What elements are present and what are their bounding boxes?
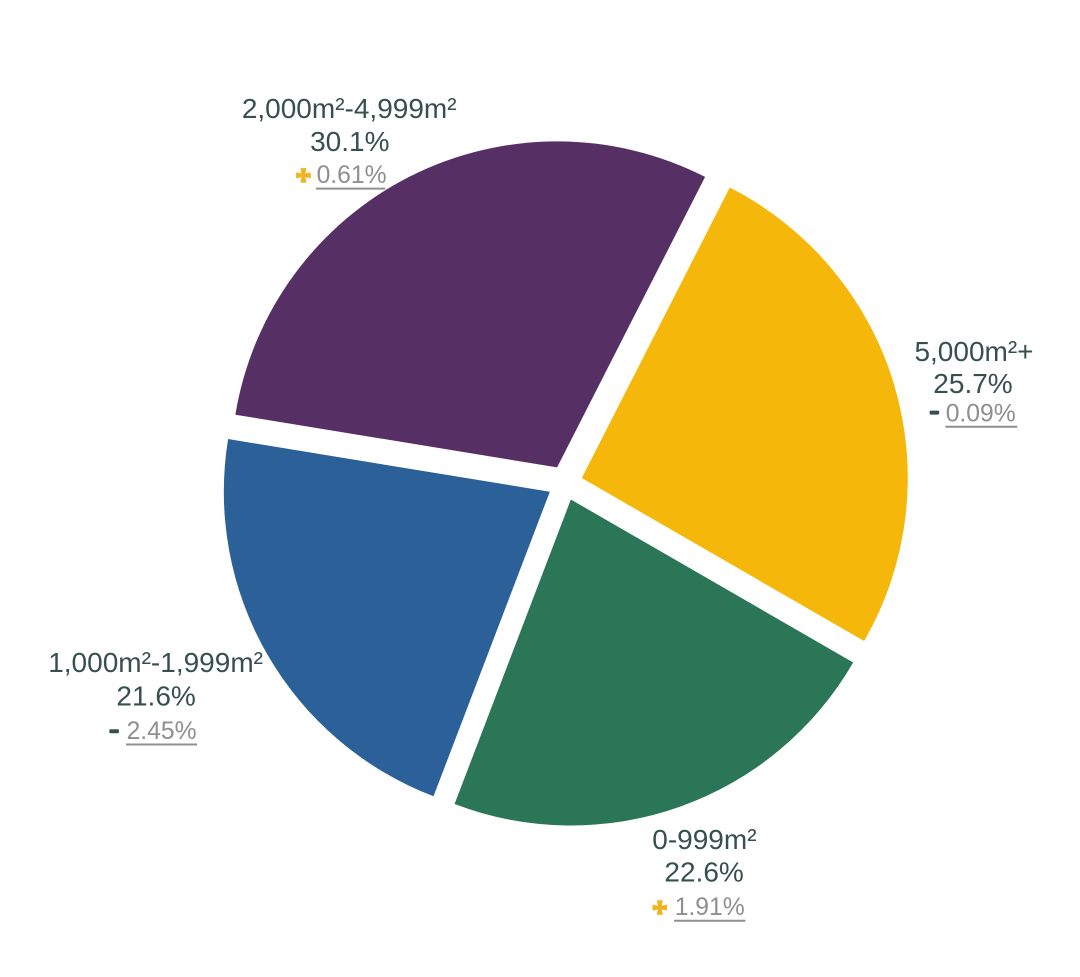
- svg-text:22.6%: 22.6%: [664, 856, 743, 887]
- svg-text:0-999m²: 0-999m²: [652, 824, 756, 855]
- svg-text:0.09%: 0.09%: [946, 401, 1016, 428]
- svg-text:1.91%: 1.91%: [675, 894, 745, 921]
- svg-text:0.61%: 0.61%: [317, 162, 387, 189]
- svg-text:2,000m²-4,999m²: 2,000m²-4,999m²: [242, 93, 457, 124]
- svg-text:30.1%: 30.1%: [310, 126, 389, 157]
- svg-text:5,000m²+: 5,000m²+: [914, 336, 1033, 367]
- svg-text:1,000m²-1,999m²: 1,000m²-1,999m²: [48, 647, 263, 678]
- svg-text:25.7%: 25.7%: [933, 368, 1012, 399]
- svg-text:21.6%: 21.6%: [116, 681, 195, 712]
- svg-text:2.45%: 2.45%: [127, 718, 197, 745]
